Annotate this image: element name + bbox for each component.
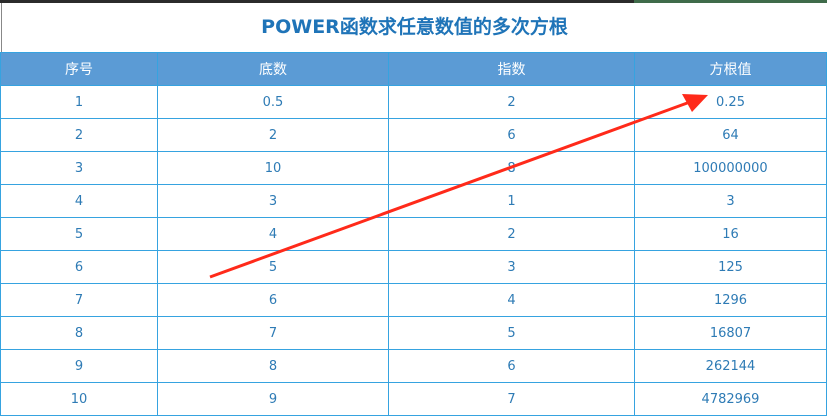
table-row: 5 4 2 16 (0, 217, 827, 251)
window-top-bar (0, 0, 827, 3)
cell-base[interactable]: 9 (157, 382, 389, 416)
cell-base[interactable]: 4 (157, 217, 389, 251)
header-base[interactable]: 底数 (157, 52, 389, 86)
cell-index[interactable]: 8 (0, 316, 158, 350)
table-row: 1 0.5 2 0.25 (0, 85, 827, 119)
cell-index[interactable]: 3 (0, 151, 158, 185)
arrow-head-icon (682, 94, 708, 112)
cell-result[interactable]: 1296 (634, 283, 827, 317)
cell-base[interactable]: 0.5 (157, 85, 389, 119)
table-row: 7 6 4 1296 (0, 283, 827, 317)
header-row: 序号 底数 指数 方根值 (0, 52, 827, 86)
cell-exponent[interactable]: 7 (388, 382, 635, 416)
cell-exponent[interactable]: 3 (388, 250, 635, 284)
arrow-line (209, 100, 691, 279)
cell-result[interactable]: 0.25 (634, 85, 827, 119)
table-row: 8 7 5 16807 (0, 316, 827, 350)
cell-exponent[interactable]: 6 (388, 349, 635, 383)
cell-base[interactable]: 3 (157, 184, 389, 218)
table-row: 10 9 7 4782969 (0, 382, 827, 416)
cell-exponent[interactable]: 2 (388, 85, 635, 119)
cell-index[interactable]: 9 (0, 349, 158, 383)
cell-index[interactable]: 2 (0, 118, 158, 152)
cell-result[interactable]: 16807 (634, 316, 827, 350)
header-index[interactable]: 序号 (0, 52, 158, 86)
cell-result[interactable]: 4782969 (634, 382, 827, 416)
cell-exponent[interactable]: 1 (388, 184, 635, 218)
cell-base[interactable]: 5 (157, 250, 389, 284)
cell-result[interactable]: 64 (634, 118, 827, 152)
cell-base[interactable]: 10 (157, 151, 389, 185)
power-table: 序号 底数 指数 方根值 10.520.25226643108100000000… (0, 52, 827, 416)
sheet-title: POWER函数求任意数值的多次方根 (1, 3, 827, 52)
cell-result[interactable]: 125 (634, 250, 827, 284)
cell-index[interactable]: 5 (0, 217, 158, 251)
cell-exponent[interactable]: 2 (388, 217, 635, 251)
